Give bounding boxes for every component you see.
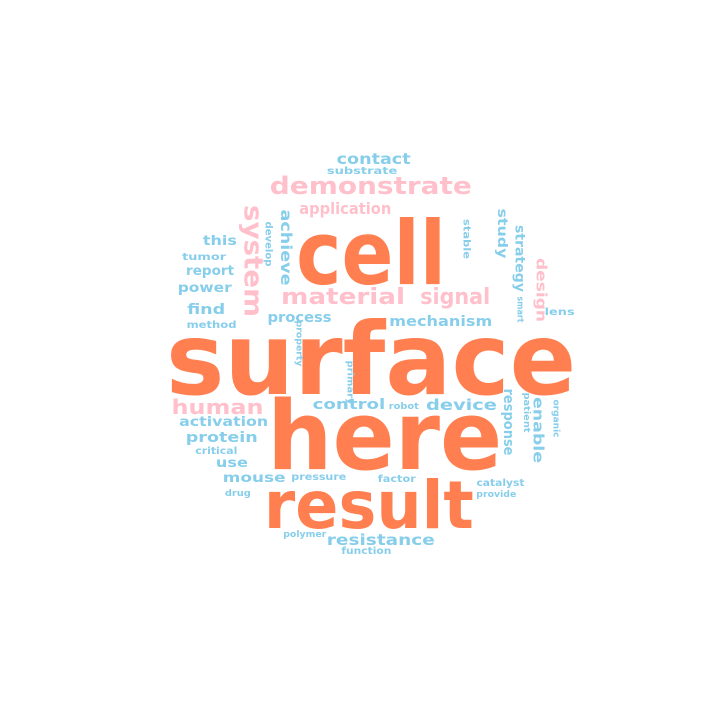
word-robot: robot: [389, 401, 419, 412]
word-study: study: [493, 207, 509, 259]
word-pressure: pressure: [291, 472, 347, 483]
word-device: device: [425, 395, 497, 414]
word-this: this: [202, 233, 237, 249]
word-protein: protein: [186, 430, 258, 446]
word-human: human: [171, 395, 265, 419]
word-material: material: [281, 285, 405, 310]
word-develop: develop: [261, 221, 273, 267]
word-mouse: mouse: [222, 470, 286, 486]
word-lens: lens: [544, 307, 576, 318]
word-achieve: achieve: [276, 208, 295, 286]
word-power: power: [177, 280, 232, 296]
word-method: method: [186, 320, 237, 331]
word-resistance: resistance: [326, 530, 436, 549]
word-patient: patient: [520, 392, 531, 432]
word-mechanism: mechanism: [389, 314, 493, 330]
word-control: control: [312, 397, 386, 413]
word-stable: stable: [459, 219, 471, 259]
word-activation: activation: [179, 414, 269, 430]
word-report: report: [186, 263, 234, 279]
word-tumor: tumor: [182, 252, 226, 263]
word-catalyst: catalyst: [475, 478, 524, 489]
word-factor: factor: [377, 474, 416, 485]
word-here: here: [267, 381, 503, 492]
word-demonstrate: demonstrate: [269, 172, 473, 200]
word-polymer: polymer: [283, 529, 327, 540]
word-use: use: [215, 455, 249, 471]
word-surface: surface: [165, 301, 577, 418]
word-response: response: [499, 388, 516, 456]
word-provide: provide: [476, 489, 516, 500]
word-process: process: [267, 310, 332, 326]
word-result: result: [264, 467, 474, 544]
word-property: property: [293, 320, 304, 366]
word-enable: enable: [529, 396, 546, 464]
word-drug: drug: [224, 488, 251, 499]
word-substrate: substrate: [326, 166, 398, 177]
word-contact: contact: [337, 149, 411, 168]
word-cell: cell: [296, 202, 446, 305]
word-critical: critical: [194, 446, 237, 457]
word-function: function: [341, 546, 391, 557]
word-signal: signal: [420, 285, 490, 310]
word-application: application: [298, 199, 392, 218]
word-strategy: strategy: [511, 224, 527, 292]
word-organic: organic: [550, 398, 561, 438]
word-smart: smart: [514, 296, 525, 322]
word-find: find: [187, 302, 225, 318]
